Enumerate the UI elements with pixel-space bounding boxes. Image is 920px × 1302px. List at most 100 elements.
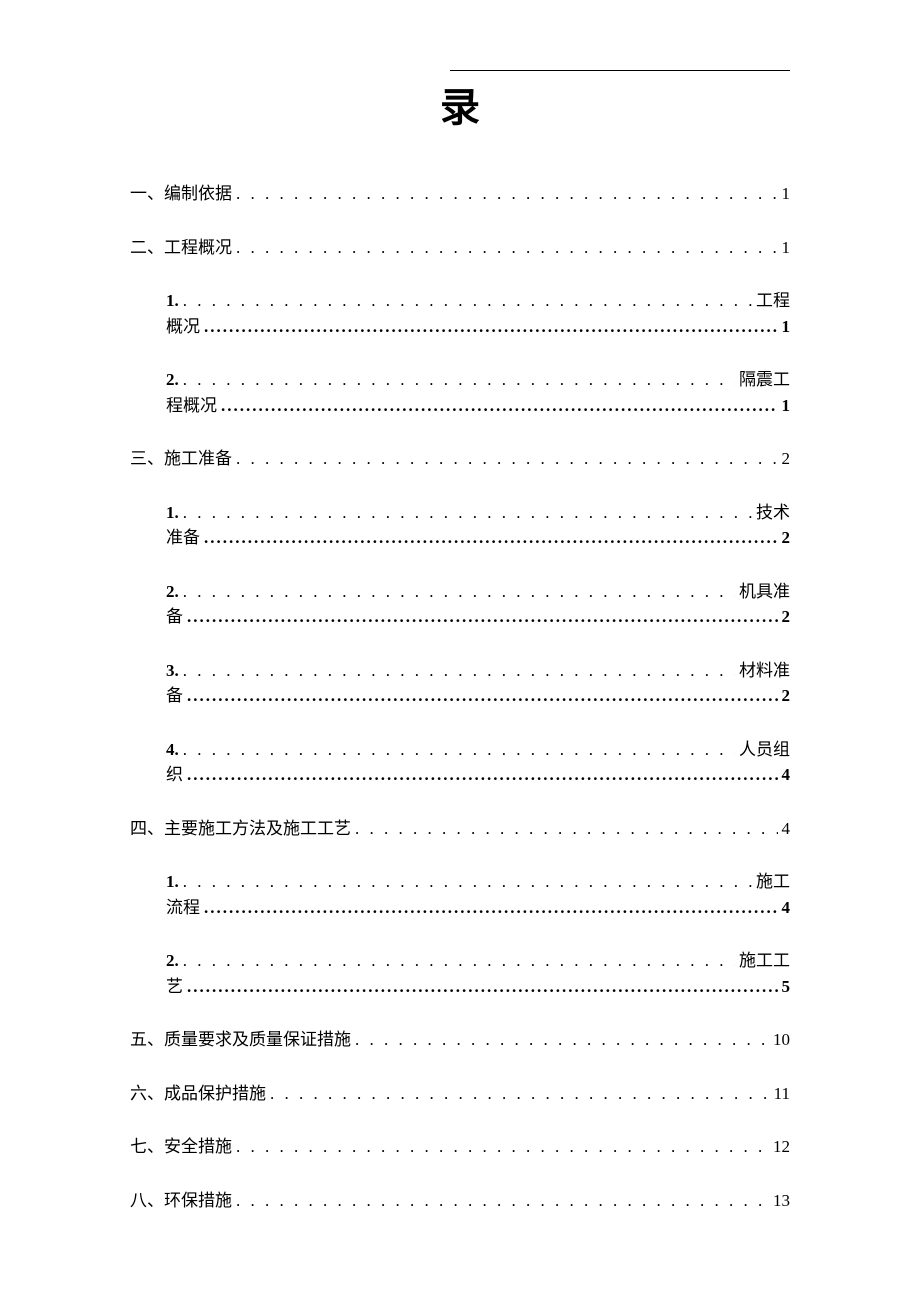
toc-dots: ........................................… bbox=[187, 683, 778, 709]
toc-dots: ........................................… bbox=[187, 974, 778, 1000]
toc-line: 七、安全措施. . . . . . . . . . . . . . . . . … bbox=[130, 1134, 790, 1160]
toc-line: 1.. . . . . . . . . . . . . . . . . . . … bbox=[166, 500, 790, 526]
toc-page-number: 2 bbox=[782, 525, 791, 551]
toc-dots: ........................................… bbox=[204, 314, 778, 340]
toc-suffix: 施工 bbox=[756, 869, 790, 895]
toc-continuation: 艺 bbox=[166, 974, 183, 1000]
toc-entry: 一、编制依据. . . . . . . . . . . . . . . . . … bbox=[130, 181, 790, 207]
toc-continuation: 备 bbox=[166, 604, 183, 630]
toc-label: 一、编制依据 bbox=[130, 181, 232, 207]
toc-line-continuation: 准备......................................… bbox=[166, 525, 790, 551]
toc-entry: 1.. . . . . . . . . . . . . . . . . . . … bbox=[166, 500, 790, 551]
toc-label: 二、工程概况 bbox=[130, 235, 232, 261]
toc-label: 六、成品保护措施 bbox=[130, 1081, 266, 1107]
toc-entry: 六、成品保护措施. . . . . . . . . . . . . . . . … bbox=[130, 1081, 790, 1107]
toc-page-number: 4 bbox=[782, 762, 791, 788]
toc-line: 一、编制依据. . . . . . . . . . . . . . . . . … bbox=[130, 181, 790, 207]
toc-entry: 4.. . . . . . . . . . . . . . . . . . . … bbox=[166, 737, 790, 788]
toc-line: 八、环保措施. . . . . . . . . . . . . . . . . … bbox=[130, 1188, 790, 1214]
toc-line: 4.. . . . . . . . . . . . . . . . . . . … bbox=[166, 737, 790, 763]
toc-entry: 3.. . . . . . . . . . . . . . . . . . . … bbox=[166, 658, 790, 709]
toc-suffix: 机具准 bbox=[739, 579, 790, 605]
toc-line-continuation: 艺.......................................… bbox=[166, 974, 790, 1000]
toc-line-continuation: 流程......................................… bbox=[166, 895, 790, 921]
toc-line: 3.. . . . . . . . . . . . . . . . . . . … bbox=[166, 658, 790, 684]
toc-number: 3. bbox=[166, 658, 179, 684]
toc-dots: . . . . . . . . . . . . . . . . . . . . … bbox=[183, 500, 752, 526]
toc-entry: 五、质量要求及质量保证措施. . . . . . . . . . . . . .… bbox=[130, 1027, 790, 1053]
toc-continuation: 流程 bbox=[166, 895, 200, 921]
toc-line: 2.. . . . . . . . . . . . . . . . . . . … bbox=[166, 579, 790, 605]
toc-entry: 七、安全措施. . . . . . . . . . . . . . . . . … bbox=[130, 1134, 790, 1160]
toc-entry: 1.. . . . . . . . . . . . . . . . . . . … bbox=[166, 288, 790, 339]
toc-dots: ........................................… bbox=[187, 604, 778, 630]
toc-line: 二、工程概况. . . . . . . . . . . . . . . . . … bbox=[130, 235, 790, 261]
toc-dots: . . . . . . . . . . . . . . . . . . . . … bbox=[183, 367, 735, 393]
toc-line-continuation: 备.......................................… bbox=[166, 604, 790, 630]
toc-continuation: 程概况 bbox=[166, 393, 217, 419]
toc-number: 1. bbox=[166, 288, 179, 314]
toc-continuation: 织 bbox=[166, 762, 183, 788]
toc-page-number: 11 bbox=[774, 1081, 790, 1107]
toc-line: 五、质量要求及质量保证措施. . . . . . . . . . . . . .… bbox=[130, 1027, 790, 1053]
toc-continuation: 准备 bbox=[166, 525, 200, 551]
toc-page-number: 1 bbox=[782, 235, 791, 261]
toc-dots: ........................................… bbox=[204, 525, 778, 551]
toc-entry: 八、环保措施. . . . . . . . . . . . . . . . . … bbox=[130, 1188, 790, 1214]
toc-entry: 三、施工准备. . . . . . . . . . . . . . . . . … bbox=[130, 446, 790, 472]
toc-line-continuation: 备.......................................… bbox=[166, 683, 790, 709]
toc-dots: . . . . . . . . . . . . . . . . . . . . … bbox=[183, 288, 752, 314]
toc-page-number: 12 bbox=[773, 1134, 790, 1160]
toc-page-number: 1 bbox=[782, 181, 791, 207]
toc-page-number: 4 bbox=[782, 895, 791, 921]
toc-dots: . . . . . . . . . . . . . . . . . . . . … bbox=[183, 737, 735, 763]
toc-entry: 四、主要施工方法及施工工艺. . . . . . . . . . . . . .… bbox=[130, 816, 790, 842]
table-of-contents: 一、编制依据. . . . . . . . . . . . . . . . . … bbox=[130, 181, 790, 1213]
toc-suffix: 人员组 bbox=[739, 737, 790, 763]
toc-continuation: 备 bbox=[166, 683, 183, 709]
toc-dots: . . . . . . . . . . . . . . . . . . . . … bbox=[183, 869, 752, 895]
toc-page-number: 10 bbox=[773, 1027, 790, 1053]
toc-suffix: 技术 bbox=[756, 500, 790, 526]
document-page: 录 一、编制依据. . . . . . . . . . . . . . . . … bbox=[0, 0, 920, 1301]
toc-page-number: 2 bbox=[782, 446, 791, 472]
toc-dots: ........................................… bbox=[187, 762, 778, 788]
toc-entry: 1.. . . . . . . . . . . . . . . . . . . … bbox=[166, 869, 790, 920]
toc-dots: . . . . . . . . . . . . . . . . . . . . … bbox=[183, 658, 735, 684]
toc-suffix: 隔震工 bbox=[739, 367, 790, 393]
toc-line: 四、主要施工方法及施工工艺. . . . . . . . . . . . . .… bbox=[130, 816, 790, 842]
toc-label: 八、环保措施 bbox=[130, 1188, 232, 1214]
toc-dots: . . . . . . . . . . . . . . . . . . . . … bbox=[183, 579, 735, 605]
toc-line: 三、施工准备. . . . . . . . . . . . . . . . . … bbox=[130, 446, 790, 472]
toc-number: 4. bbox=[166, 737, 179, 763]
toc-line: 1.. . . . . . . . . . . . . . . . . . . … bbox=[166, 288, 790, 314]
toc-dots: ........................................… bbox=[204, 895, 778, 921]
toc-number: 1. bbox=[166, 869, 179, 895]
toc-entry: 2.. . . . . . . . . . . . . . . . . . . … bbox=[166, 367, 790, 418]
toc-label: 七、安全措施 bbox=[130, 1134, 232, 1160]
toc-entry: 2.. . . . . . . . . . . . . . . . . . . … bbox=[166, 579, 790, 630]
toc-suffix: 材料准 bbox=[739, 658, 790, 684]
toc-dots: . . . . . . . . . . . . . . . . . . . . … bbox=[236, 181, 778, 207]
toc-page-number: 5 bbox=[782, 974, 791, 1000]
toc-label: 三、施工准备 bbox=[130, 446, 232, 472]
toc-dots: . . . . . . . . . . . . . . . . . . . . … bbox=[355, 1027, 769, 1053]
toc-continuation: 概况 bbox=[166, 314, 200, 340]
toc-dots: . . . . . . . . . . . . . . . . . . . . … bbox=[236, 446, 778, 472]
toc-entry: 2.. . . . . . . . . . . . . . . . . . . … bbox=[166, 948, 790, 999]
toc-page-number: 1 bbox=[782, 393, 791, 419]
toc-page-number: 2 bbox=[782, 683, 791, 709]
toc-dots: . . . . . . . . . . . . . . . . . . . . … bbox=[236, 1188, 769, 1214]
toc-page-number: 2 bbox=[782, 604, 791, 630]
toc-line: 1.. . . . . . . . . . . . . . . . . . . … bbox=[166, 869, 790, 895]
toc-number: 2. bbox=[166, 367, 179, 393]
toc-label: 四、主要施工方法及施工工艺 bbox=[130, 816, 351, 842]
toc-dots: . . . . . . . . . . . . . . . . . . . . … bbox=[183, 948, 735, 974]
toc-dots: ........................................… bbox=[221, 393, 778, 419]
toc-suffix: 施工工 bbox=[739, 948, 790, 974]
toc-line: 2.. . . . . . . . . . . . . . . . . . . … bbox=[166, 948, 790, 974]
toc-line-continuation: 程概况.....................................… bbox=[166, 393, 790, 419]
toc-suffix: 工程 bbox=[756, 288, 790, 314]
toc-dots: . . . . . . . . . . . . . . . . . . . . … bbox=[236, 1134, 769, 1160]
toc-label: 五、质量要求及质量保证措施 bbox=[130, 1027, 351, 1053]
